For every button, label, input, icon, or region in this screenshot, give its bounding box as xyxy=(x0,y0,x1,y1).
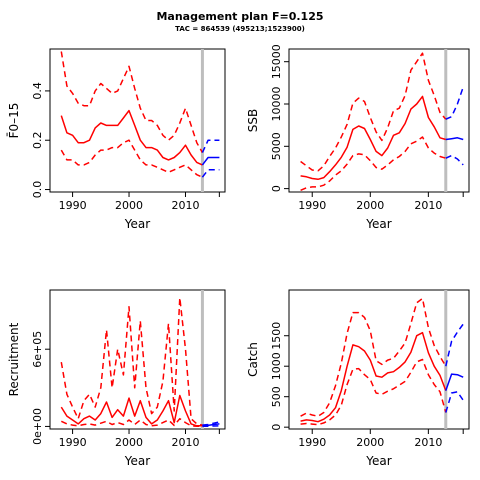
x-tick-label: 1990 xyxy=(59,199,87,212)
series-historic-lower xyxy=(60,417,203,428)
series-forecast-lower xyxy=(202,425,220,428)
panels: 1990 2000 2010 0.0 0.2 0.4 Year F̄0–15 1990 2000 2… xyxy=(7,44,470,468)
x-tick-label: 2010 xyxy=(414,436,442,449)
series-historic-median xyxy=(300,331,447,423)
series-historic-lower xyxy=(60,139,203,178)
series-historic-upper xyxy=(60,296,203,426)
y-axis-label: SSB xyxy=(246,109,260,132)
series-forecast-lower xyxy=(445,391,464,413)
series-historic-upper xyxy=(60,51,204,153)
series-forecast-median xyxy=(445,373,464,391)
y-tick-label: 1500 xyxy=(270,322,283,350)
series-forecast-upper xyxy=(445,86,464,120)
y-tick-label: 15000 xyxy=(270,44,283,79)
y-tick-label: 10000 xyxy=(270,87,283,122)
x-tick-label: 2000 xyxy=(115,436,143,449)
y-axis-label: F̄0–15 xyxy=(7,103,21,139)
x-axis-label: Year xyxy=(124,217,150,231)
series-forecast-lower xyxy=(201,169,220,178)
x-tick-label: 2000 xyxy=(356,436,384,449)
series-forecast-median xyxy=(445,137,464,141)
y-tick-label: 500 xyxy=(270,386,283,407)
x-axis-label: Year xyxy=(365,217,391,231)
panel-recruitment: 1990 2000 2010 0e+00 6e+05 Year Recruitment xyxy=(7,289,226,468)
series-historic-median xyxy=(60,394,203,427)
x-axis-label: Year xyxy=(124,454,150,468)
y-tick-label: 1000 xyxy=(270,352,283,380)
series-historic-upper xyxy=(300,52,447,172)
panel-ssb: 1990 2000 2010 0 5000 10000 15000 Year SSB xyxy=(246,44,470,231)
x-tick-label: 2010 xyxy=(171,199,199,212)
x-tick-label: 2010 xyxy=(171,436,199,449)
series-forecast-upper xyxy=(445,323,464,367)
series-historic-median xyxy=(60,109,203,166)
series-forecast-upper xyxy=(202,421,220,426)
series-forecast-upper xyxy=(201,139,220,153)
y-tick-label: 0.4 xyxy=(31,82,44,100)
y-tick-label: 0.0 xyxy=(31,181,44,199)
y-tick-label: 0 xyxy=(270,185,283,192)
y-tick-label: 6e+05 xyxy=(31,331,44,368)
x-tick-label: 1990 xyxy=(298,436,326,449)
y-axis-label: Catch xyxy=(246,342,260,377)
x-tick-label: 2000 xyxy=(115,199,143,212)
y-tick-label: 5000 xyxy=(270,132,283,160)
plot-frame xyxy=(288,48,470,193)
x-axis-label: Year xyxy=(365,454,391,468)
x-tick-label: 2000 xyxy=(356,199,384,212)
series-historic-lower xyxy=(300,358,447,426)
series-forecast-lower xyxy=(445,154,464,166)
series-forecast-median xyxy=(201,156,220,166)
panel-catch: 1990 2000 2010 0 500 1000 1500 Year Catch xyxy=(246,289,470,468)
y-tick-label: 0 xyxy=(270,424,283,431)
plot-frame xyxy=(288,289,470,430)
y-tick-label: 0e+00 xyxy=(31,408,44,445)
series-historic-upper xyxy=(300,297,447,417)
x-tick-label: 1990 xyxy=(59,436,87,449)
series-historic-median xyxy=(300,95,447,181)
figure-subtitle: TAC = 864539 (495213;1523900) xyxy=(175,25,305,33)
x-tick-label: 2010 xyxy=(414,199,442,212)
plot-frame xyxy=(49,289,226,430)
figure-title: Management plan F=0.125 xyxy=(156,10,323,23)
panel-fbar: 1990 2000 2010 0.0 0.2 0.4 Year F̄0–15 xyxy=(7,48,226,231)
series-historic-lower xyxy=(300,136,447,191)
plot-frame xyxy=(49,48,226,193)
x-tick-label: 1990 xyxy=(298,199,326,212)
y-tick-label: 0.2 xyxy=(31,131,44,149)
y-axis-label: Recruitment xyxy=(7,322,21,396)
